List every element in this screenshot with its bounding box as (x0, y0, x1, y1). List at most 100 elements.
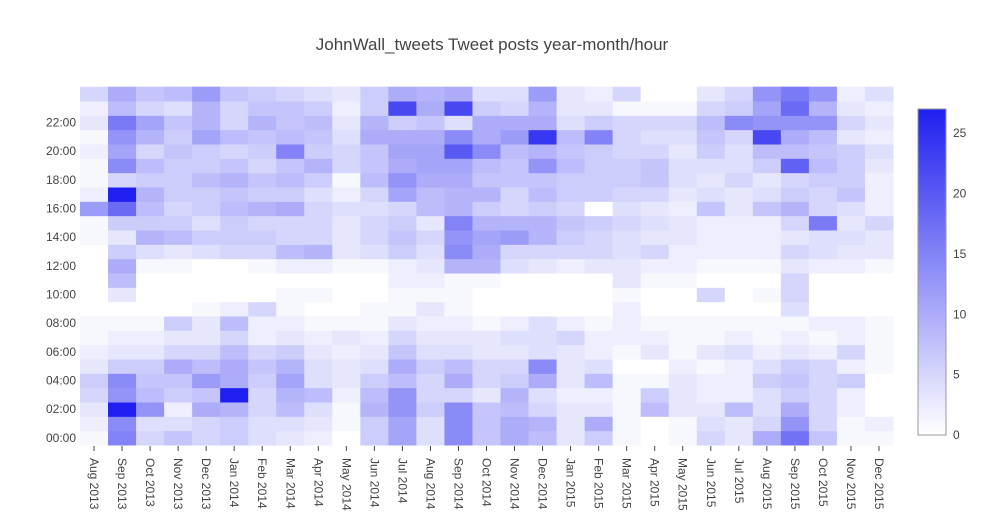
heatmap-cell (192, 330, 221, 346)
heatmap-cell (444, 129, 473, 145)
heatmap-cell (668, 144, 698, 159)
heatmap-cell (724, 416, 754, 432)
heatmap-cell (752, 230, 782, 245)
heatmap-cell (808, 144, 838, 159)
heatmap-cell (528, 273, 558, 288)
heatmap-cell (248, 430, 277, 446)
heatmap-cell (556, 344, 586, 360)
heatmap-cell (444, 359, 473, 374)
heatmap-cell (360, 172, 389, 188)
heatmap-cell (276, 201, 305, 217)
heatmap-cell (444, 316, 473, 331)
heatmap-cell (80, 287, 109, 303)
heatmap-cell (192, 201, 221, 217)
heatmap-cell (836, 201, 866, 217)
x-axis-ticks: Aug 2013 Sep 2013 Oct 2013 Nov 2013 Dec 2013… (87, 446, 886, 511)
heatmap-cell (220, 187, 249, 202)
heatmap-cell (80, 115, 109, 131)
heatmap-cell (752, 273, 782, 288)
heatmap-cell (528, 230, 558, 245)
chart-title: JohnWall_tweets Tweet posts year-month/h… (316, 35, 669, 54)
heatmap-cell (332, 273, 361, 288)
heatmap-cell (528, 172, 558, 188)
heatmap-cell (500, 144, 530, 159)
heatmap-cell (696, 273, 726, 288)
x-tick-label: Jan 2015 (564, 458, 578, 508)
x-tick-label: Jul 2014 (395, 458, 409, 504)
heatmap-cell (136, 387, 165, 403)
heatmap-cell (500, 416, 530, 432)
heatmap-cell (80, 187, 109, 202)
heatmap-cell (668, 158, 698, 174)
heatmap-cell (612, 129, 642, 145)
heatmap-cell (556, 187, 586, 202)
heatmap-cell (612, 301, 642, 317)
heatmap-cell (192, 230, 221, 245)
colorbar-ticks: 0 5 10 15 20 25 (953, 126, 967, 442)
heatmap-cell (556, 258, 586, 274)
heatmap-cell (276, 402, 305, 417)
heatmap-cell (80, 330, 109, 346)
heatmap-cell (612, 387, 642, 403)
heatmap-cell (80, 430, 109, 446)
heatmap-cell (808, 187, 838, 202)
heatmap-cell (360, 201, 389, 217)
heatmap-cell (304, 287, 333, 303)
heatmap-cell (724, 373, 754, 389)
heatmap-cell (444, 430, 473, 446)
heatmap-cell (584, 344, 614, 360)
heatmap-cell (136, 244, 165, 260)
heatmap-cell (668, 201, 698, 217)
heatmap-cell (304, 244, 333, 260)
heatmap-cell (556, 273, 586, 288)
heatmap-cell (332, 373, 361, 389)
heatmap-cell (80, 86, 109, 102)
heatmap-cell (780, 86, 810, 102)
heatmap-cell (640, 402, 670, 417)
heatmap-cell (136, 359, 165, 374)
heatmap-cell (724, 359, 754, 374)
heatmap-cell (500, 158, 530, 174)
heatmap-cell (248, 144, 277, 159)
heatmap-cell (416, 344, 445, 360)
heatmap-cell (472, 416, 502, 432)
heatmap-cell (640, 172, 670, 188)
heatmap-cell (584, 416, 614, 432)
heatmap-cell (108, 115, 137, 131)
heatmap-cell (388, 387, 417, 403)
heatmap-cell (528, 144, 558, 159)
heatmap-cell (248, 129, 277, 145)
heatmap-cell (360, 115, 389, 131)
heatmap-cell (612, 402, 642, 417)
heatmap-cell (332, 215, 361, 231)
heatmap-cell (444, 273, 473, 288)
heatmap-cell (248, 387, 277, 403)
heatmap-cell (528, 301, 558, 317)
heatmap-cell (164, 230, 193, 245)
colorbar-gradient (917, 108, 947, 436)
heatmap-cell (220, 201, 249, 217)
heatmap-cell (584, 402, 614, 417)
heatmap-cell (416, 215, 445, 231)
heatmap-cell (136, 101, 165, 116)
heatmap-cell (668, 215, 698, 231)
heatmap-cell (136, 430, 165, 446)
heatmap-cell (696, 86, 726, 102)
heatmap-cell (304, 273, 333, 288)
heatmap-cell (360, 430, 389, 446)
heatmap-cell (276, 244, 305, 260)
heatmap-cell (220, 287, 249, 303)
heatmap-cell (836, 115, 866, 131)
x-tick-label: Aug 2015 (760, 458, 774, 510)
y-tick-label: 08:00 (46, 316, 76, 330)
heatmap-cell (836, 101, 866, 116)
heatmap-cell (724, 258, 754, 274)
heatmap-cell (724, 387, 754, 403)
heatmap-cell (108, 430, 137, 446)
heatmap-cell (556, 115, 586, 131)
heatmap-cell (752, 201, 782, 217)
heatmap-cell (416, 316, 445, 331)
heatmap-cell (836, 344, 866, 360)
heatmap-cell (612, 273, 642, 288)
x-tick-label: Jun 2015 (704, 458, 718, 508)
